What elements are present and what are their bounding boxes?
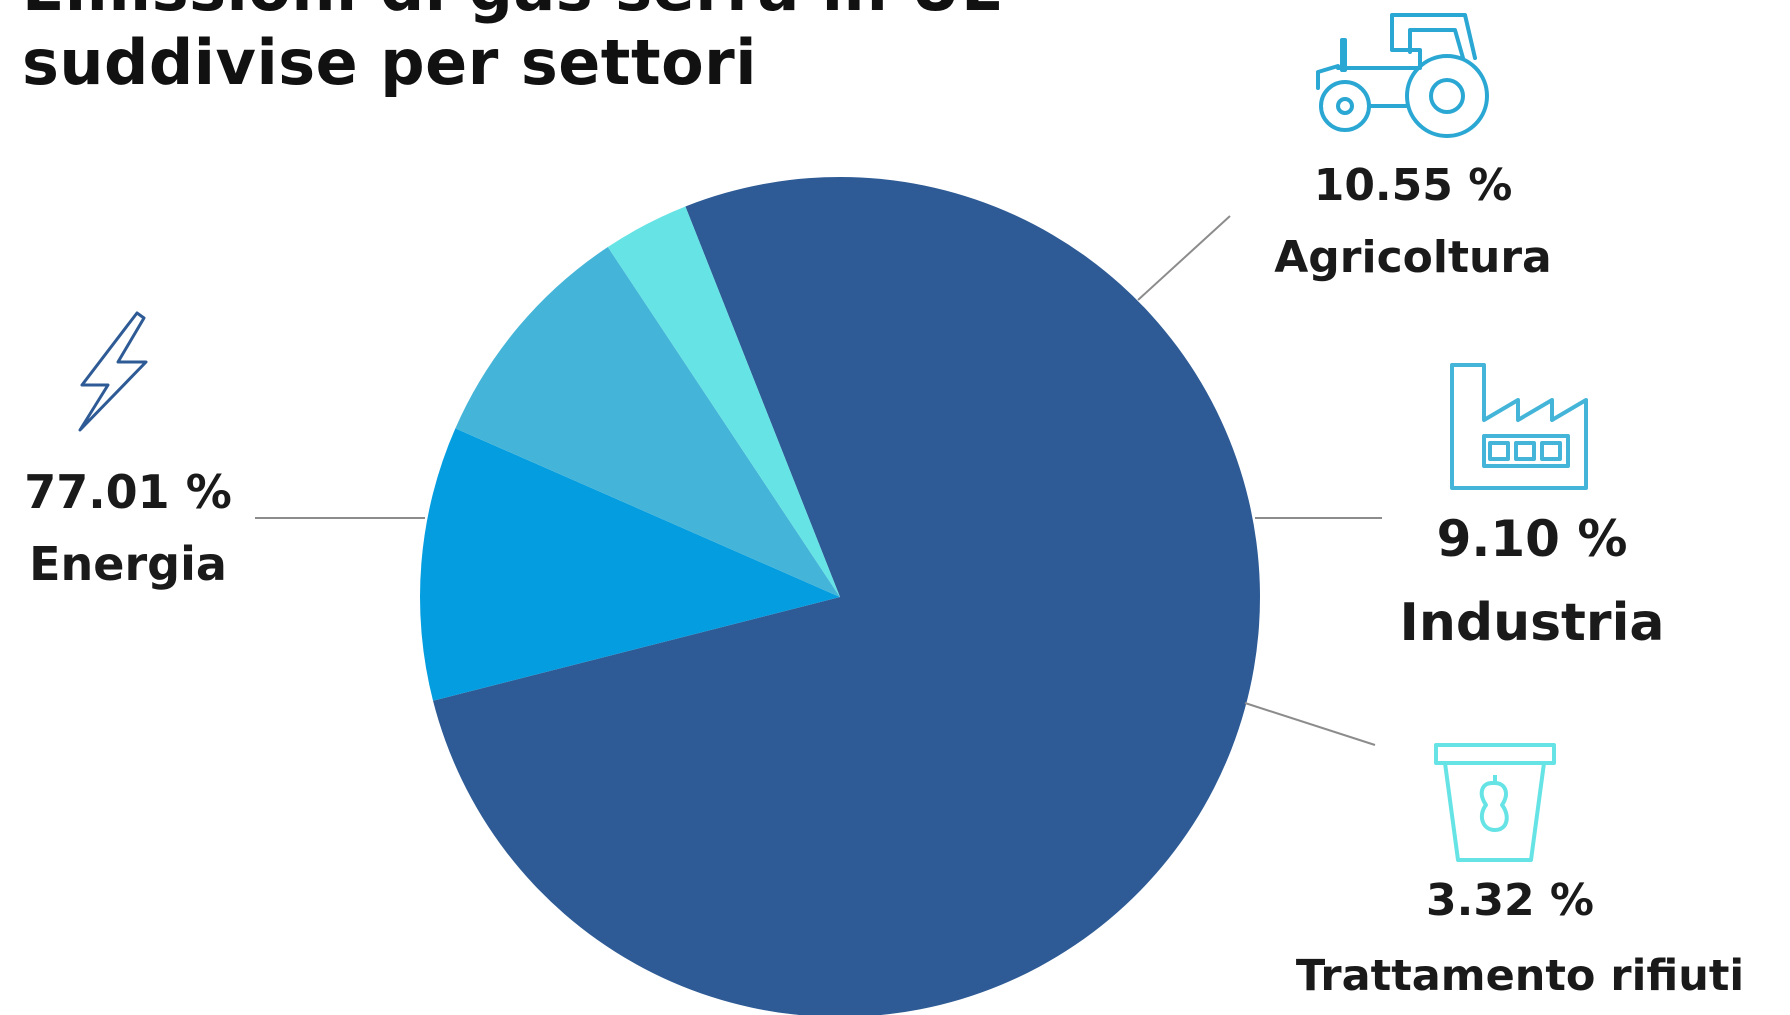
leader-line-agricoltura: [1137, 215, 1231, 301]
leader-lines: [255, 215, 1382, 746]
pie-slices: [420, 177, 1260, 1015]
category-label-agricoltura: Agricoltura: [1274, 232, 1551, 283]
pie-slice-agricoltura: [420, 428, 840, 701]
trash-bin-icon: [1434, 743, 1556, 862]
pie-slice-industria: [455, 246, 840, 598]
pie-slice-trattamento-rifiuti: [607, 206, 840, 597]
value-label-industria: 9.10 %: [1437, 510, 1628, 568]
value-label-agricoltura: 10.55 %: [1314, 160, 1513, 211]
category-label-industria: Industria: [1400, 593, 1665, 653]
pie-slice-energia: [433, 177, 1260, 1015]
leader-line-rifiuti: [1244, 702, 1376, 746]
value-label-energia: 77.01 %: [24, 465, 232, 519]
chart-title-line-2: suddivise per settori: [22, 26, 758, 99]
tractor-icon: [1316, 13, 1489, 138]
lightning-icon: [78, 311, 148, 432]
factory-icon: [1450, 363, 1588, 490]
slice-labels: 77.01 % Energia 10.55 % Agricoltura 9.10…: [24, 160, 1744, 1001]
chart-title-line-1: Emissioni di gas serra in UE: [22, 0, 1004, 26]
category-label-rifiuti: Trattamento rifiuti: [1296, 951, 1744, 1001]
value-label-rifiuti: 3.32 %: [1426, 875, 1594, 926]
category-label-energia: Energia: [29, 537, 227, 591]
chart-title: Emissioni di gas serra in UE suddivise p…: [22, 0, 1004, 100]
